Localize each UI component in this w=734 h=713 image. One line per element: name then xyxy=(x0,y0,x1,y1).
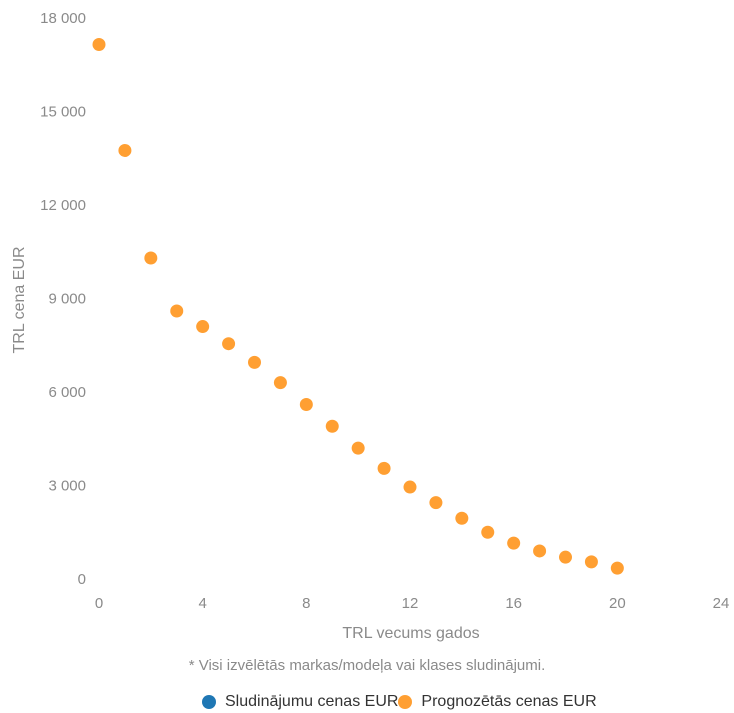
legend-marker-predicted-prices xyxy=(398,695,413,709)
predicted-price-point[interactable] xyxy=(118,143,132,157)
legend-label-listing-prices: Sludinājumu cenas EUR xyxy=(225,693,399,710)
y-tick-label: 6 000 xyxy=(48,384,86,401)
predicted-price-point[interactable] xyxy=(377,461,391,475)
x-tick-label: 0 xyxy=(95,595,103,612)
y-tick-label: 18 000 xyxy=(40,10,86,27)
predicted-price-point[interactable] xyxy=(273,376,287,390)
y-axis-ticks: 0 3 000 6 000 9 000 12 000 15 000 18 000 xyxy=(40,10,86,588)
predicted-price-point[interactable] xyxy=(584,555,598,569)
predicted-price-point[interactable] xyxy=(507,536,521,550)
x-axis-ticks: 0 4 8 12 16 20 24 xyxy=(95,595,730,612)
legend-marker-listing-prices xyxy=(202,695,216,709)
predicted-price-point[interactable] xyxy=(610,561,624,575)
x-axis-title: TRL vecums gados xyxy=(342,625,479,642)
legend-item-listing-prices[interactable]: Sludinājumu cenas EUR xyxy=(202,693,398,711)
y-tick-label: 9 000 xyxy=(48,291,86,308)
x-tick-label: 8 xyxy=(302,595,310,612)
predicted-price-point[interactable] xyxy=(351,441,365,455)
predicted-price-point[interactable] xyxy=(559,550,572,564)
predicted-price-point[interactable] xyxy=(144,251,158,265)
predicted-price-point[interactable] xyxy=(170,304,184,318)
scatter-chart: 0 3 000 6 000 9 000 12 000 15 000 18 000 0 4 8 12… xyxy=(11,10,730,642)
predicted-price-point[interactable] xyxy=(533,544,547,558)
predicted-price-point[interactable] xyxy=(248,355,261,369)
predicted-price-point[interactable] xyxy=(299,397,313,411)
predicted-price-point[interactable] xyxy=(403,480,417,494)
x-tick-label: 24 xyxy=(713,595,730,612)
y-tick-label: 12 000 xyxy=(40,197,86,214)
x-tick-label: 12 xyxy=(402,595,419,612)
x-tick-label: 20 xyxy=(609,595,626,612)
predicted-price-point[interactable] xyxy=(222,337,236,351)
y-tick-label: 15 000 xyxy=(40,104,86,121)
legend-item-predicted-prices[interactable]: Prognozētās cenas EUR xyxy=(398,693,597,711)
x-tick-label: 4 xyxy=(198,595,206,612)
y-axis-title: TRL cena EUR xyxy=(11,247,28,354)
data-points xyxy=(92,37,624,575)
y-tick-label: 3 000 xyxy=(48,478,86,495)
y-tick-label: 0 xyxy=(78,571,86,588)
predicted-price-point[interactable] xyxy=(325,419,339,433)
legend-label-predicted-prices: Prognozētās cenas EUR xyxy=(421,693,597,710)
footnote: * Visi izvēlētās markas/modeļa vai klase… xyxy=(188,657,546,674)
predicted-price-point[interactable] xyxy=(455,511,469,525)
predicted-price-point[interactable] xyxy=(429,496,443,510)
x-tick-label: 16 xyxy=(505,595,522,612)
predicted-price-point[interactable] xyxy=(481,525,495,539)
legend: Sludinājumu cenas EUR Prognozētās cenas … xyxy=(202,693,597,711)
predicted-price-point[interactable] xyxy=(196,320,210,334)
predicted-price-point[interactable] xyxy=(92,37,106,51)
